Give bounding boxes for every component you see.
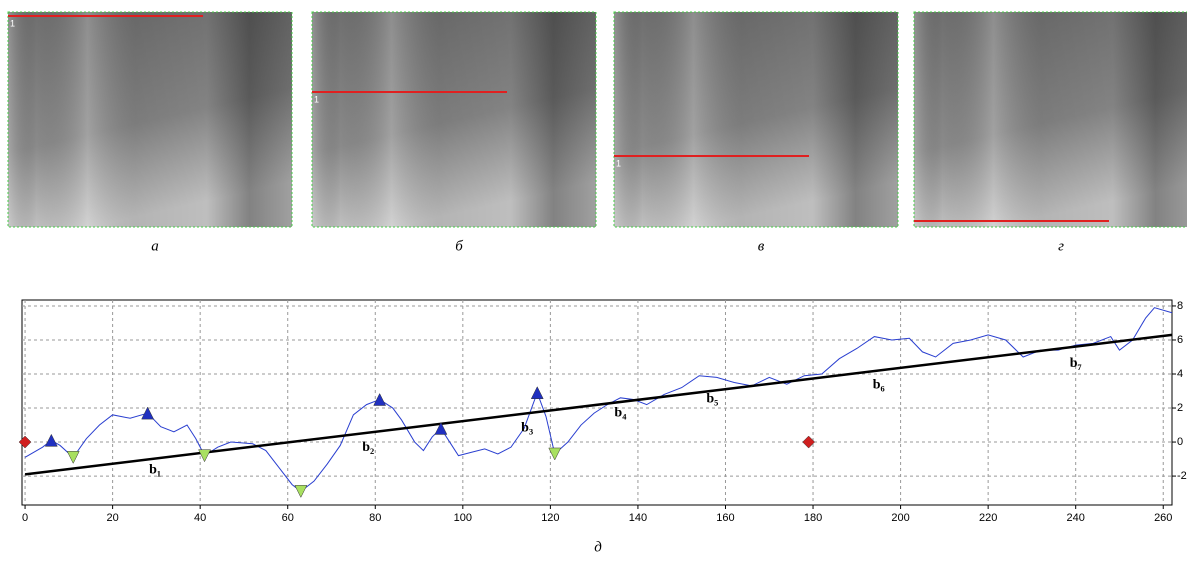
marker xyxy=(294,485,308,498)
annotation: b₄ xyxy=(614,405,627,420)
marker xyxy=(198,449,211,463)
data-line xyxy=(24,333,1173,476)
annotation: b₁ xyxy=(149,462,161,477)
image-shade xyxy=(312,12,596,227)
marker xyxy=(548,447,562,461)
row-label: 1 xyxy=(616,158,621,168)
panel-caption: б xyxy=(455,238,463,254)
row-label: 1 xyxy=(10,18,15,28)
y-tick-label: 6 xyxy=(1177,334,1183,346)
image-border xyxy=(913,11,1187,228)
x-tick-label: 160 xyxy=(716,512,734,524)
x-tick-label: 20 xyxy=(106,512,118,524)
marker xyxy=(530,386,544,399)
y-tick-label: 0 xyxy=(1177,436,1183,448)
marker xyxy=(18,435,32,449)
image-border xyxy=(7,11,293,228)
x-tick-label: 220 xyxy=(979,512,997,524)
y-tick-label: 4 xyxy=(1177,368,1183,380)
y-tick-label: 2 xyxy=(1177,402,1183,414)
marker xyxy=(434,421,448,435)
image-shade xyxy=(914,12,1187,227)
x-tick-label: 40 xyxy=(194,512,206,524)
x-tick-label: 60 xyxy=(282,512,294,524)
panel-caption: г xyxy=(1058,238,1064,254)
marker xyxy=(141,406,155,420)
x-tick-label: 260 xyxy=(1154,512,1172,524)
annotation: b₂ xyxy=(362,440,374,455)
marker xyxy=(44,433,58,447)
x-tick-label: 100 xyxy=(454,512,472,524)
marker xyxy=(373,392,387,406)
image-shade xyxy=(8,12,292,227)
plot-area xyxy=(21,299,1173,506)
x-tick-label: 240 xyxy=(1067,512,1085,524)
image-border xyxy=(311,11,597,228)
x-tick-label: 80 xyxy=(369,512,381,524)
row-label: 1 xyxy=(314,94,319,104)
y-tick-label: 8 xyxy=(1177,300,1183,312)
marker xyxy=(66,451,80,464)
chart-caption: д xyxy=(594,539,602,555)
panel-caption: а xyxy=(151,238,159,254)
image-border xyxy=(613,11,899,228)
image-shade xyxy=(614,12,898,227)
x-tick-label: 0 xyxy=(22,512,28,524)
x-tick-label: 180 xyxy=(804,512,822,524)
marker xyxy=(802,435,816,449)
panel-caption: в xyxy=(758,238,765,254)
annotation: b₃ xyxy=(521,421,533,436)
annotation: b₆ xyxy=(873,377,885,392)
x-tick-label: 120 xyxy=(541,512,559,524)
y-tick-label: -2 xyxy=(1177,470,1187,482)
annotation: b₇ xyxy=(1070,356,1082,371)
x-tick-label: 200 xyxy=(891,512,909,524)
annotation: b₅ xyxy=(706,392,718,407)
x-tick-label: 140 xyxy=(629,512,647,524)
